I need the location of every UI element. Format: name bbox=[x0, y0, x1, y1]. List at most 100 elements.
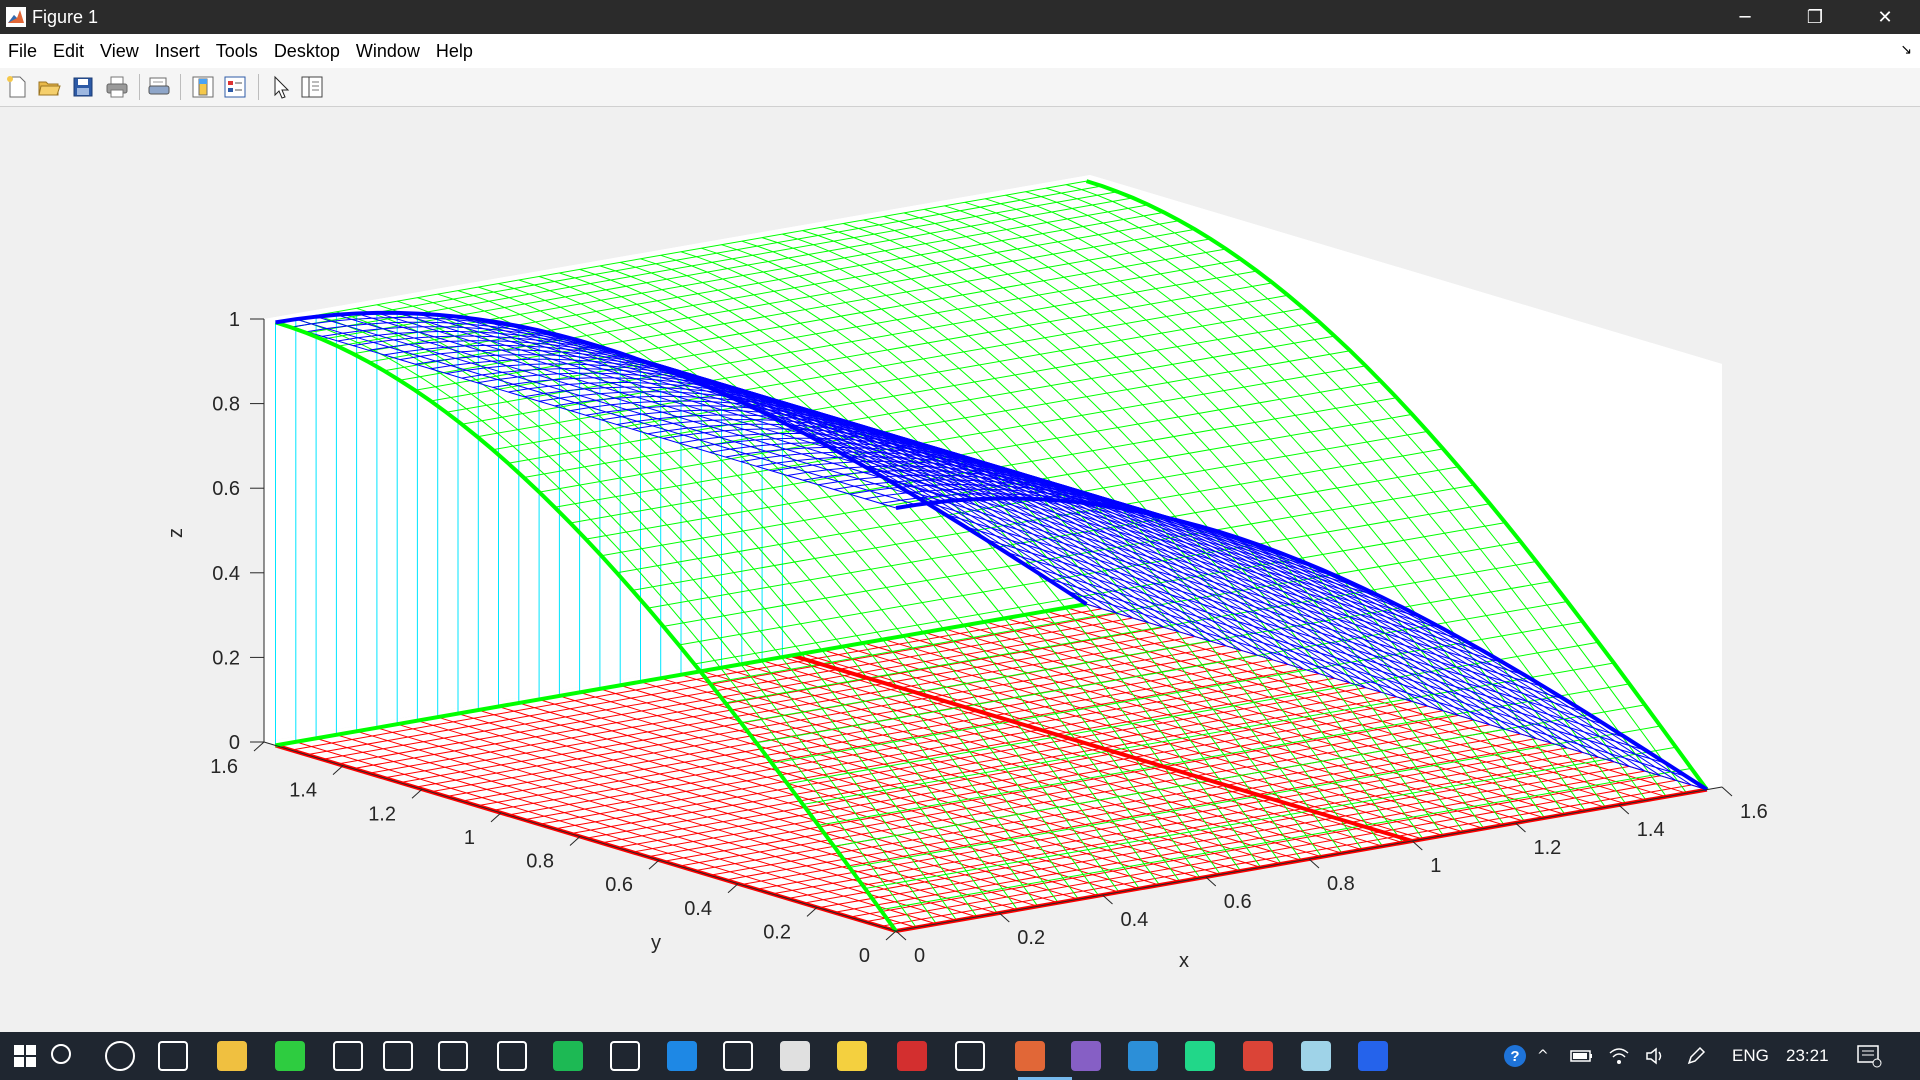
red-mesh-line bbox=[570, 691, 1382, 835]
axes-3d[interactable]: 00.20.40.60.811.21.41.600.20.40.60.811.2… bbox=[0, 107, 1920, 1032]
colorbar-icon[interactable] bbox=[190, 74, 216, 100]
acrobat-icon[interactable] bbox=[897, 1041, 927, 1071]
menu-insert[interactable]: Insert bbox=[154, 41, 200, 61]
blue-mesh-line bbox=[802, 432, 1424, 619]
taskbar: ? ^ ENG 23:21 bbox=[0, 1032, 1920, 1080]
document-tool-icon[interactable] bbox=[955, 1041, 985, 1071]
help-icon[interactable]: ? bbox=[1503, 1044, 1527, 1068]
x-tick-mark bbox=[1721, 786, 1733, 797]
print-preview-icon[interactable] bbox=[146, 74, 172, 100]
figure-canvas[interactable]: 0 0.2 0.4 0.6 0.8 1 1.2 1.4 1.6 0 0.2 0.4 0.6 0.8 1 1.2… bbox=[0, 107, 1920, 1032]
visual-studio-icon[interactable] bbox=[1071, 1041, 1101, 1071]
eraser-icon[interactable] bbox=[1301, 1041, 1331, 1071]
green-mesh-line bbox=[818, 683, 1630, 826]
y-tick-mark bbox=[806, 907, 818, 917]
start-tile bbox=[14, 1057, 24, 1067]
green-bold-edge bbox=[274, 320, 898, 933]
spotify-icon[interactable] bbox=[553, 1041, 583, 1071]
blue-mesh-line bbox=[721, 392, 1343, 579]
toolbar-separator bbox=[180, 74, 181, 100]
cortana-icon[interactable] bbox=[105, 1041, 135, 1071]
y-tick-label: 1.6 bbox=[210, 756, 238, 778]
window-title: Figure 1 bbox=[32, 6, 99, 27]
alarm-clock-icon[interactable] bbox=[610, 1041, 640, 1071]
pycharm-icon[interactable] bbox=[1185, 1041, 1215, 1071]
start-menu-icon[interactable] bbox=[14, 1045, 36, 1067]
y-tick-label: 1 bbox=[464, 827, 475, 849]
menu-view[interactable]: View bbox=[100, 41, 139, 61]
wifi-icon[interactable] bbox=[1608, 1045, 1630, 1067]
menu-help[interactable]: Help bbox=[435, 41, 473, 61]
dock-figure-icon[interactable]: ↘ bbox=[1900, 42, 1912, 58]
pen-icon[interactable] bbox=[1685, 1045, 1707, 1067]
file-explorer-icon[interactable] bbox=[217, 1041, 247, 1071]
x-tick-mark bbox=[1618, 804, 1630, 815]
red-mesh-line bbox=[337, 622, 1149, 765]
print-icon[interactable] bbox=[104, 74, 130, 100]
x-tick-label: 0.2 bbox=[1017, 927, 1045, 949]
minimize-button[interactable]: ─ bbox=[1710, 0, 1780, 34]
green-mesh-line bbox=[570, 381, 1382, 524]
green-mesh-line bbox=[368, 220, 1180, 363]
blue-mesh-line bbox=[498, 321, 1120, 509]
settings-icon[interactable] bbox=[333, 1041, 363, 1071]
select-pointer-icon[interactable] bbox=[267, 74, 293, 100]
z-tick-label: 0.8 bbox=[212, 394, 240, 416]
vscode-icon[interactable] bbox=[1128, 1041, 1158, 1071]
blue-mesh-line bbox=[336, 314, 957, 501]
calculator-icon[interactable] bbox=[780, 1041, 810, 1071]
red-mesh-line bbox=[740, 742, 1552, 886]
notion-icon[interactable] bbox=[723, 1041, 753, 1071]
property-inspector-icon[interactable] bbox=[299, 74, 325, 100]
red-mesh-line bbox=[725, 738, 1537, 881]
close-button[interactable]: ✕ bbox=[1850, 0, 1920, 34]
tray-chevron-icon[interactable]: ^ bbox=[1537, 1048, 1549, 1064]
clock-time[interactable]: 23:21 bbox=[1786, 1046, 1829, 1065]
matlab-logo-icon bbox=[6, 7, 26, 27]
input-language[interactable]: ENG bbox=[1732, 1046, 1769, 1065]
toolbar-separator bbox=[139, 74, 140, 100]
new-figure-icon[interactable] bbox=[4, 74, 30, 100]
green-mesh-line bbox=[725, 561, 1537, 704]
red-mesh-line bbox=[601, 701, 1413, 844]
menu-file[interactable]: File bbox=[8, 41, 38, 61]
notifications-icon[interactable] bbox=[1856, 1044, 1882, 1068]
save-icon[interactable] bbox=[70, 74, 96, 100]
y-tick-mark bbox=[490, 812, 502, 823]
title-bar: Figure 1 ─ ❐ ✕ bbox=[0, 0, 1920, 34]
red-mesh-line bbox=[849, 775, 1661, 918]
store-icon[interactable] bbox=[383, 1041, 413, 1071]
open-file-icon[interactable] bbox=[36, 74, 62, 100]
red-mesh-line bbox=[647, 714, 1459, 858]
vpn-app-icon[interactable] bbox=[1358, 1041, 1388, 1071]
volume-icon[interactable] bbox=[1644, 1045, 1666, 1067]
z-tick-label: 0.2 bbox=[212, 647, 240, 669]
search-icon[interactable] bbox=[51, 1044, 71, 1064]
battery-icon[interactable] bbox=[1570, 1047, 1594, 1065]
sticky-notes-icon[interactable] bbox=[837, 1041, 867, 1071]
menu-tools[interactable]: Tools bbox=[215, 41, 258, 61]
restore-button[interactable]: ❐ bbox=[1780, 0, 1850, 34]
toolbar-separator bbox=[258, 74, 259, 100]
legend-icon[interactable] bbox=[222, 74, 248, 100]
menu-window[interactable]: Window bbox=[355, 41, 420, 61]
menu-edit[interactable]: Edit bbox=[53, 41, 85, 61]
media-player-icon[interactable] bbox=[497, 1041, 527, 1071]
menu-desktop[interactable]: Desktop bbox=[273, 41, 340, 61]
blue-mesh-line bbox=[315, 316, 937, 503]
edge-icon[interactable] bbox=[667, 1041, 697, 1071]
matlab-icon[interactable] bbox=[1015, 1041, 1045, 1071]
red-mesh-line bbox=[833, 770, 1645, 913]
red-mesh-line bbox=[492, 668, 1304, 811]
green-bold-edge bbox=[275, 602, 1087, 748]
green-mesh-line bbox=[306, 191, 1118, 334]
task-view-icon[interactable] bbox=[158, 1041, 188, 1071]
blue-mesh-line bbox=[1086, 603, 1708, 791]
chrome-icon[interactable] bbox=[1243, 1041, 1273, 1071]
green-mesh-line bbox=[678, 503, 1490, 646]
green-mesh-line bbox=[290, 185, 1103, 328]
app-plus-icon[interactable] bbox=[275, 1041, 305, 1071]
green-mesh-line bbox=[508, 321, 1320, 464]
video-editor-icon[interactable] bbox=[438, 1041, 468, 1071]
blue-mesh-line bbox=[924, 501, 1545, 688]
